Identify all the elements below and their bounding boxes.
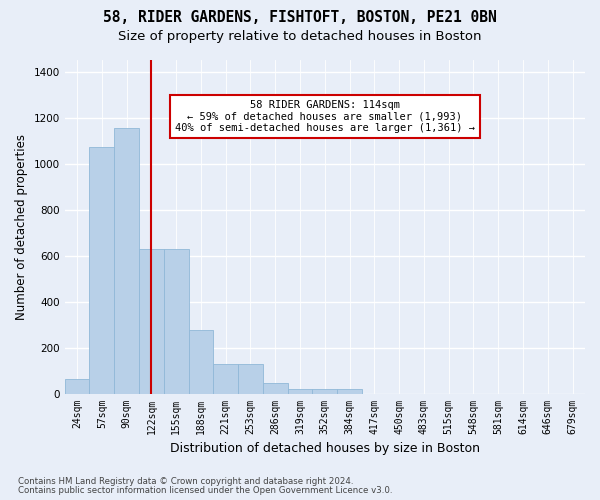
- X-axis label: Distribution of detached houses by size in Boston: Distribution of detached houses by size …: [170, 442, 480, 455]
- Text: Contains HM Land Registry data © Crown copyright and database right 2024.: Contains HM Land Registry data © Crown c…: [18, 477, 353, 486]
- Y-axis label: Number of detached properties: Number of detached properties: [15, 134, 28, 320]
- Text: 58, RIDER GARDENS, FISHTOFT, BOSTON, PE21 0BN: 58, RIDER GARDENS, FISHTOFT, BOSTON, PE2…: [103, 10, 497, 25]
- Bar: [337, 389, 362, 394]
- Bar: [114, 128, 139, 394]
- Bar: [263, 383, 287, 394]
- Text: Contains public sector information licensed under the Open Government Licence v3: Contains public sector information licen…: [18, 486, 392, 495]
- Bar: [164, 248, 188, 394]
- Text: Size of property relative to detached houses in Boston: Size of property relative to detached ho…: [118, 30, 482, 43]
- Text: 58 RIDER GARDENS: 114sqm
← 59% of detached houses are smaller (1,993)
40% of sem: 58 RIDER GARDENS: 114sqm ← 59% of detach…: [175, 100, 475, 133]
- Bar: [287, 389, 313, 394]
- Bar: [313, 389, 337, 394]
- Bar: [89, 148, 114, 394]
- Bar: [188, 330, 214, 394]
- Bar: [238, 364, 263, 394]
- Bar: [214, 364, 238, 394]
- Bar: [139, 248, 164, 394]
- Bar: [65, 378, 89, 394]
